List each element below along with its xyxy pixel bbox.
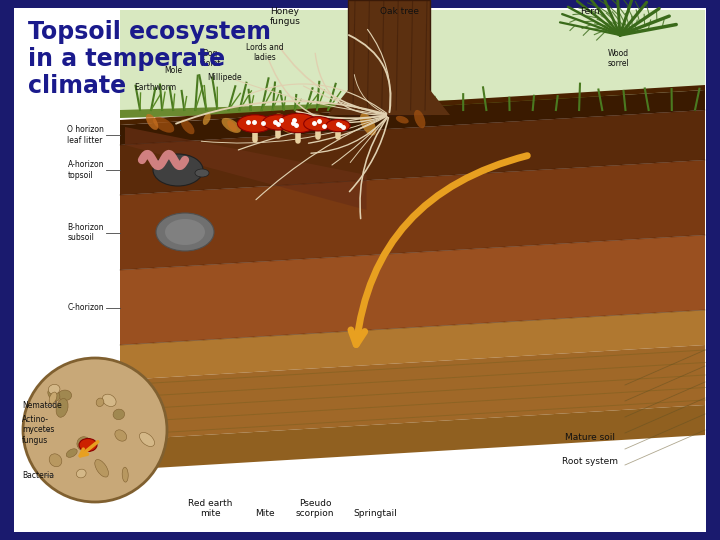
Ellipse shape [113,409,125,420]
Ellipse shape [48,384,60,394]
Ellipse shape [56,399,68,417]
Bar [120,10,705,110]
Text: C-horizon: C-horizon [68,303,104,312]
Text: Mole: Mole [164,66,182,75]
Text: Nematode: Nematode [22,401,62,409]
Ellipse shape [153,154,203,186]
Polygon shape [328,90,450,115]
Polygon shape [120,405,705,470]
Polygon shape [120,235,705,345]
Ellipse shape [360,113,376,136]
Ellipse shape [156,213,214,251]
Ellipse shape [140,433,155,447]
Ellipse shape [153,117,174,133]
Text: Mite: Mite [255,509,275,518]
Text: Springtail: Springtail [353,509,397,518]
Ellipse shape [304,117,333,131]
Ellipse shape [238,115,273,132]
Circle shape [23,358,167,502]
Ellipse shape [96,398,104,407]
Ellipse shape [203,113,211,125]
Text: Pseudo
scorpion: Pseudo scorpion [296,498,334,518]
Text: Dog
violet: Dog violet [199,49,221,68]
Ellipse shape [396,116,409,124]
Text: Mature soil: Mature soil [565,433,615,442]
Ellipse shape [165,219,205,245]
Text: Fern: Fern [580,7,600,16]
Ellipse shape [95,460,109,477]
Text: Oak tree: Oak tree [380,7,420,16]
Text: Root system: Root system [562,457,618,466]
Ellipse shape [122,467,128,482]
Polygon shape [120,110,705,195]
Ellipse shape [276,123,289,130]
Polygon shape [120,160,705,270]
Ellipse shape [195,169,209,177]
Text: Lords and
ladies: Lords and ladies [246,43,284,62]
Text: Honey
fungus: Honey fungus [269,7,300,26]
Ellipse shape [66,449,77,457]
Ellipse shape [79,438,97,451]
Ellipse shape [263,114,294,130]
Ellipse shape [76,469,86,478]
Text: A-horizon
topsoil: A-horizon topsoil [68,160,104,180]
Polygon shape [120,90,705,145]
Polygon shape [125,127,366,210]
Text: B-horizon
subsoil: B-horizon subsoil [68,223,104,242]
Ellipse shape [228,120,237,131]
Ellipse shape [181,119,194,134]
Polygon shape [120,345,705,440]
Text: Topsoil ecosystem
in a temperate
climate: Topsoil ecosystem in a temperate climate [28,20,271,98]
Ellipse shape [77,437,91,450]
Ellipse shape [49,454,62,467]
Ellipse shape [222,118,241,133]
Ellipse shape [115,430,127,441]
Text: Wood
sorrel: Wood sorrel [607,49,629,68]
Polygon shape [120,93,705,118]
Ellipse shape [102,394,116,407]
Ellipse shape [49,392,57,403]
Text: Earthworm: Earthworm [134,83,176,92]
Polygon shape [120,85,705,125]
Bar [348,0,430,115]
Ellipse shape [326,119,350,132]
Polygon shape [120,310,705,380]
Text: Actino-
mycetes
fungus: Actino- mycetes fungus [22,415,55,445]
Ellipse shape [146,114,158,130]
Ellipse shape [275,113,292,133]
Text: Red earth
mite: Red earth mite [188,498,232,518]
Ellipse shape [279,113,318,133]
Ellipse shape [58,390,72,401]
Ellipse shape [414,110,426,129]
Text: O horizon
leaf litter: O horizon leaf litter [67,125,104,145]
Ellipse shape [48,388,60,401]
Ellipse shape [307,114,328,125]
Text: Bacteria: Bacteria [22,470,54,480]
Text: Millipede: Millipede [207,73,243,82]
